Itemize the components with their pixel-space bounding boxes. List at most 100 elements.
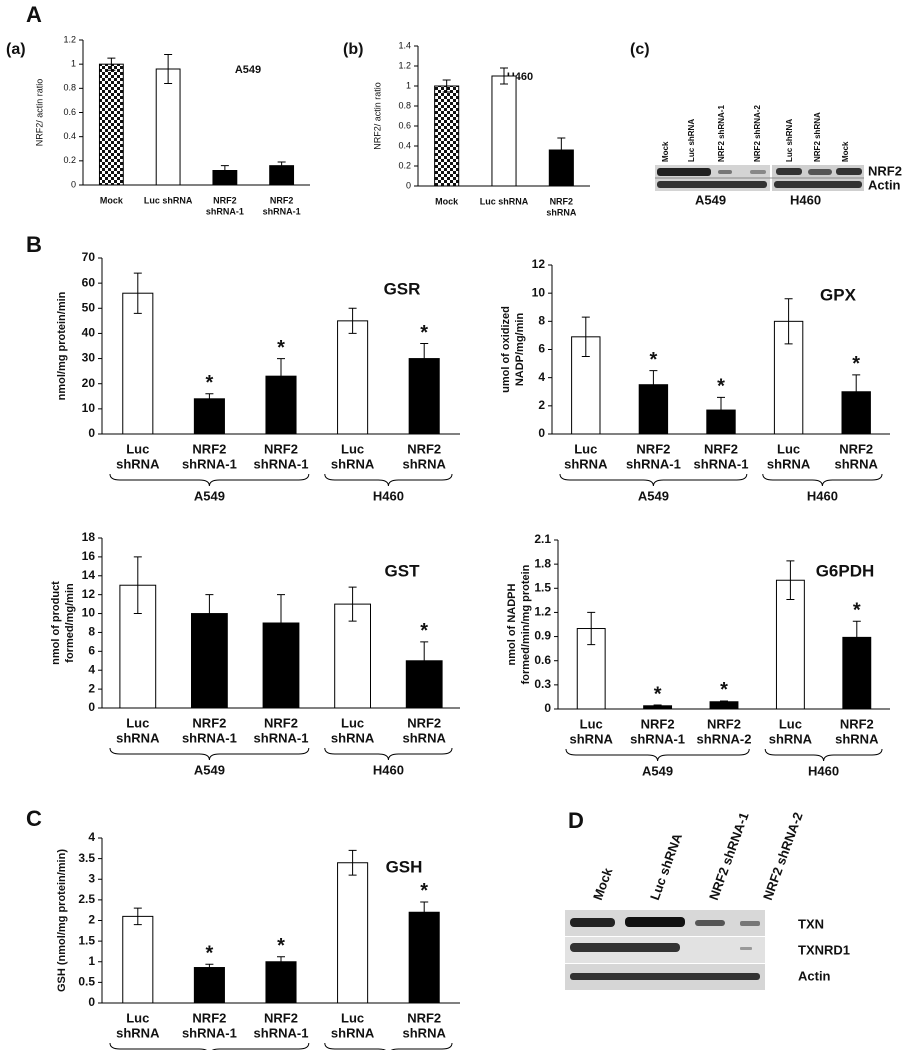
y-tick-label: 4 (88, 830, 95, 844)
error-bar (133, 907, 142, 926)
x-tick-label: NRF2 (270, 195, 294, 205)
blot-band (657, 168, 711, 176)
chart-title: GSR (384, 279, 421, 298)
cell-line-label: A549 (695, 192, 726, 207)
y-tick-label: 0 (88, 995, 95, 1009)
error-bar (653, 704, 662, 708)
error-bar (348, 586, 357, 622)
y-tick-label: 50 (82, 300, 96, 314)
lane-label: Luc shRNA (687, 119, 696, 162)
y-axis-label: GSH (nmol/mg protein/min) (56, 849, 68, 992)
x-tick-label: Mock (435, 196, 459, 206)
y-tick-label: 1 (406, 80, 411, 90)
bar (775, 579, 805, 710)
error-bar (133, 556, 142, 615)
error-bar (277, 358, 285, 395)
significance-marker: * (277, 337, 285, 359)
error-bar (557, 137, 566, 163)
y-tick-label: 2 (88, 681, 95, 695)
x-tick-label: shRNA-1 (254, 456, 309, 471)
y-tick-label: 8 (88, 625, 95, 639)
panel-letter: A (26, 2, 42, 27)
bar (265, 961, 297, 1004)
y-tick-label: 3 (88, 871, 95, 885)
group-brace (109, 1042, 310, 1050)
significance-marker: * (853, 600, 861, 622)
y-tick-label: 0.6 (63, 107, 76, 117)
error-bar (348, 307, 357, 334)
x-tick-label: Luc (126, 1010, 149, 1025)
y-tick-label: 1.2 (63, 34, 76, 44)
group-label: A549 (194, 762, 225, 777)
y-tick-label: 4 (538, 370, 545, 384)
y-tick-label: 0 (538, 426, 545, 440)
x-tick-label: NRF2 (707, 716, 741, 731)
x-tick-label: shRNA (546, 207, 577, 217)
significance-marker: * (720, 679, 728, 701)
significance-marker: * (420, 880, 428, 902)
y-tick-label: 10 (532, 285, 546, 299)
x-tick-label: NRF2 (704, 441, 738, 456)
y-axis-label: NRF2/ actin ratio (372, 82, 382, 150)
x-tick-label: shRNA-1 (182, 456, 237, 471)
error-bar (852, 620, 861, 654)
bar (491, 75, 517, 187)
y-tick-label: 1.8 (534, 556, 551, 570)
x-tick-label: NRF2 (264, 1010, 298, 1025)
x-tick-label: Luc (574, 441, 597, 456)
error-bar (420, 342, 429, 375)
x-tick-label: NRF2 (840, 716, 874, 731)
panel-letter: D (568, 808, 584, 833)
lane-label: Luc shRNA (647, 831, 685, 903)
blot-band (718, 170, 732, 174)
significance-marker: * (206, 943, 214, 965)
bar (434, 85, 460, 187)
y-tick-label: 30 (82, 351, 96, 365)
x-tick-label: shRNA (331, 456, 375, 471)
x-tick-label: NRF2 (192, 441, 226, 456)
x-tick-label: shRNA (769, 731, 813, 746)
panel-label: (c) (630, 41, 650, 58)
group-brace (324, 747, 453, 761)
y-axis-label: nmol of NADPH (506, 584, 518, 666)
bar (98, 63, 124, 186)
error-bar (133, 272, 142, 314)
bar (408, 911, 440, 1004)
error-bar (717, 396, 725, 424)
x-tick-label: Luc (341, 715, 364, 730)
x-tick-label: shRNA-1 (254, 1025, 309, 1040)
error-bar (581, 316, 590, 358)
x-tick-label: NRF2 (407, 1010, 441, 1025)
group-label: H460 (373, 488, 404, 503)
y-axis-label: umol of oxidized (500, 306, 512, 393)
error-bar (205, 393, 214, 405)
blot-band (750, 170, 766, 174)
x-tick-label: shRNA (116, 1025, 160, 1040)
x-tick-label: Luc (779, 716, 802, 731)
x-tick-label: Luc shRNA (480, 196, 529, 206)
x-tick-label: shRNA (403, 1025, 447, 1040)
lane-label: NRF2 shRNA-1 (717, 105, 726, 162)
lane-label: NRF2 shRNA-2 (760, 810, 806, 902)
significance-marker: * (650, 349, 658, 371)
x-tick-label: Luc (126, 441, 149, 456)
y-tick-label: 0.2 (398, 160, 411, 170)
group-label: A549 (642, 763, 673, 778)
x-tick-label: shRNA-2 (697, 731, 752, 746)
y-tick-label: 6 (88, 644, 95, 658)
significance-marker: * (654, 683, 662, 705)
y-tick-label: 12 (532, 257, 546, 271)
y-tick-label: 2 (538, 398, 545, 412)
x-tick-label: shRNA (331, 1025, 375, 1040)
y-tick-label: 0.4 (63, 131, 76, 141)
y-tick-label: 1 (88, 954, 95, 968)
x-tick-label: shRNA-1 (182, 730, 237, 745)
blot-band (808, 169, 832, 175)
lane-label: Mock (590, 865, 616, 902)
y-tick-label: 6 (538, 342, 545, 356)
error-bar (220, 165, 229, 176)
x-tick-label: shRNA (403, 456, 447, 471)
group-brace (324, 473, 453, 487)
band-label: TXNRD1 (798, 942, 850, 957)
bar (337, 862, 369, 1004)
